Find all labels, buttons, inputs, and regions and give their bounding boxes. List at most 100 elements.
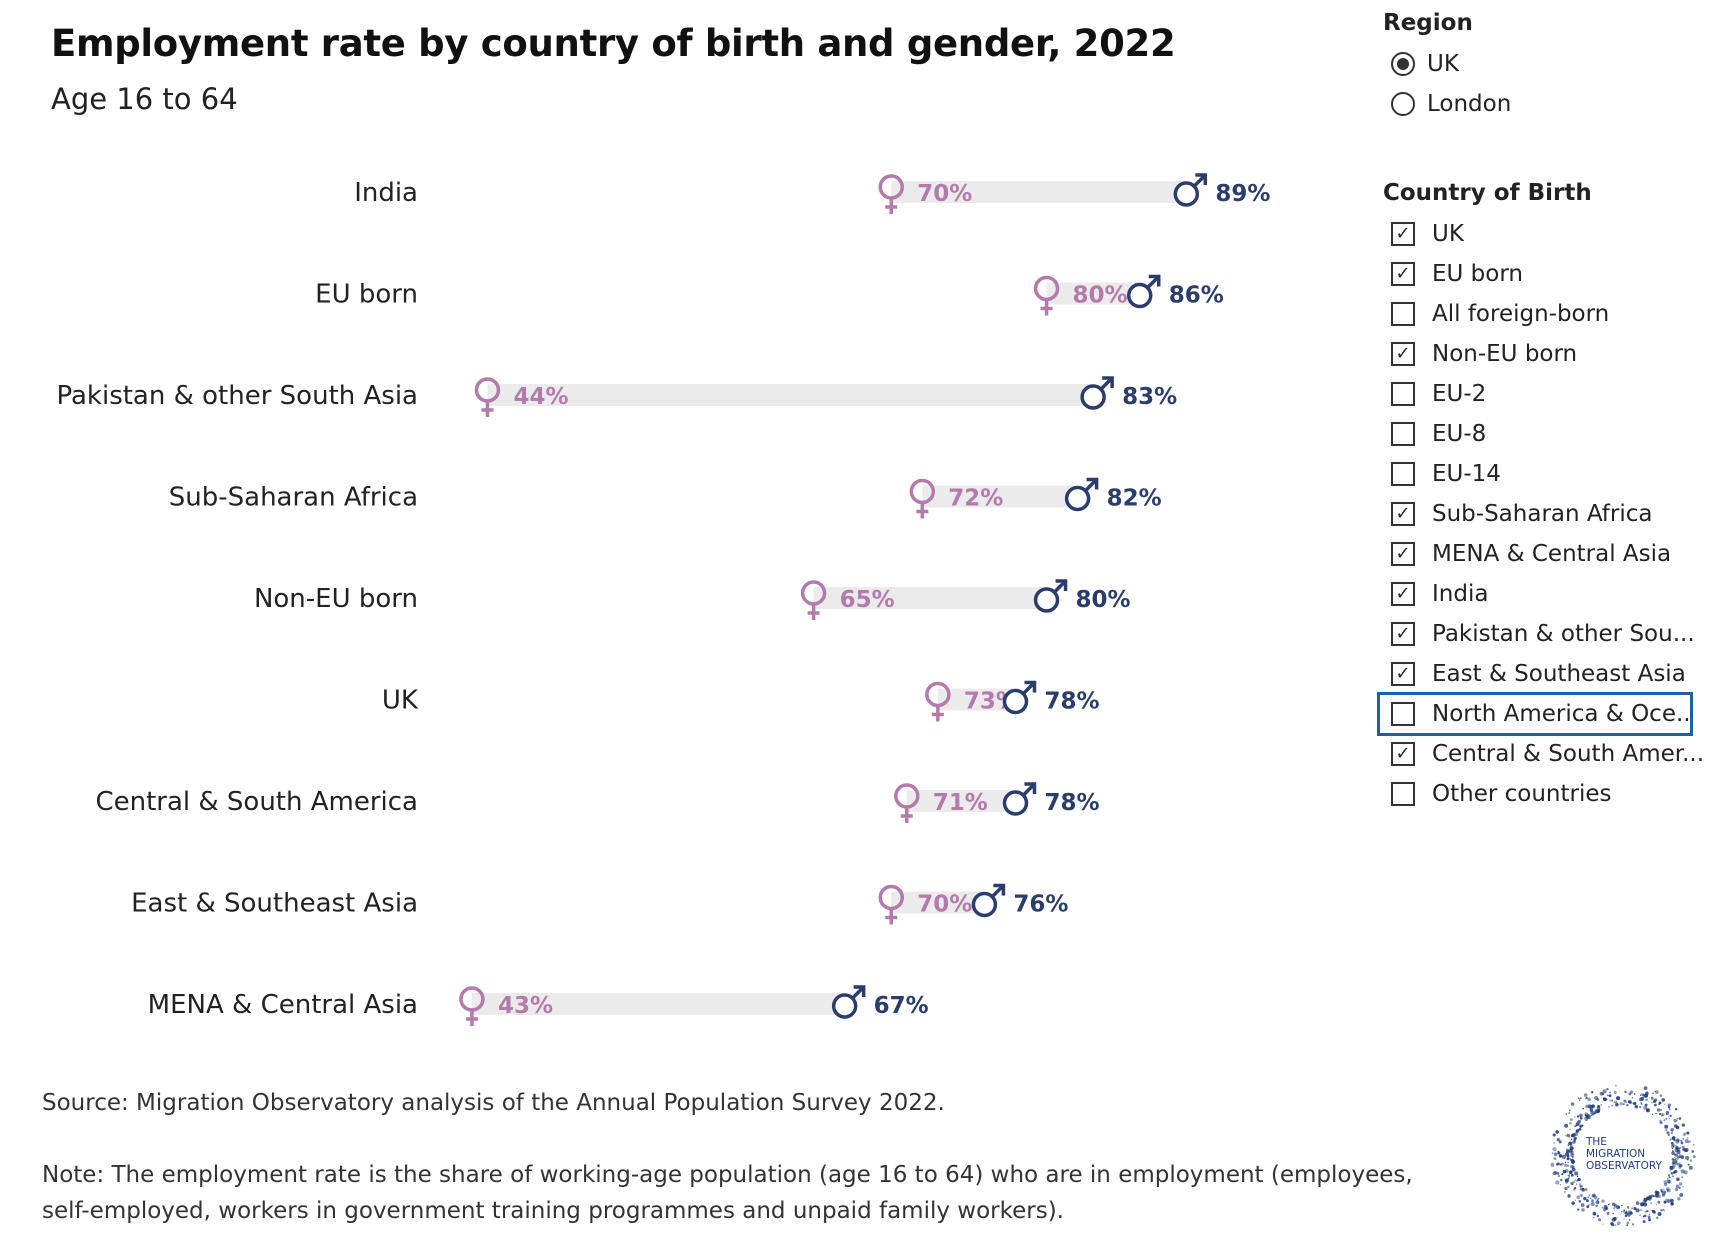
female-value-label: 65%: [840, 587, 895, 613]
male-symbol-icon: [1126, 274, 1161, 309]
checkbox[interactable]: ✓: [1391, 222, 1415, 246]
country-option-label: East & Southeast Asia: [1432, 661, 1686, 687]
checkbox[interactable]: [1391, 302, 1415, 326]
range-bar: [891, 181, 1187, 203]
country-option[interactable]: ✓ Pakistan & other Sou...: [1383, 614, 1723, 654]
female-symbol-icon: [909, 478, 936, 519]
checkbox[interactable]: ✓: [1391, 662, 1415, 686]
range-bar: [891, 891, 985, 914]
category-label: Non-EU born: [254, 584, 418, 614]
svg-text:OBSERVATORY: OBSERVATORY: [1586, 1160, 1662, 1172]
country-option-label: Central & South Amer...: [1432, 741, 1705, 767]
checkbox[interactable]: [1391, 782, 1415, 806]
chart-row: EU born 80% 86%: [315, 274, 1224, 316]
country-option[interactable]: ✓ MENA & Central Asia: [1383, 534, 1723, 574]
country-option-label: EU born: [1432, 261, 1523, 287]
female-symbol-icon: [800, 580, 827, 620]
range-bar: [937, 688, 1016, 711]
country-option[interactable]: North America & Oce...: [1377, 692, 1693, 736]
checkbox[interactable]: ✓: [1391, 622, 1415, 646]
range-bar: [1046, 282, 1140, 305]
country-option-label: EU-14: [1432, 461, 1501, 487]
male-symbol-icon: [1064, 477, 1099, 512]
female-symbol-icon: [474, 377, 501, 417]
country-option[interactable]: EU-2: [1383, 374, 1723, 414]
radio-button[interactable]: [1391, 52, 1415, 76]
radio-button[interactable]: [1391, 92, 1415, 116]
female-value-label: 43%: [498, 993, 553, 1019]
category-label: UK: [382, 686, 419, 716]
male-value-label: 80%: [1076, 587, 1131, 613]
range-bar: [487, 384, 1094, 406]
male-symbol-icon: [831, 985, 866, 1019]
male-value-label: 83%: [1122, 384, 1177, 410]
checkbox[interactable]: ✓: [1391, 502, 1415, 526]
country-option[interactable]: ✓ Non-EU born: [1383, 334, 1723, 374]
female-symbol-icon: [894, 783, 920, 823]
country-option[interactable]: ✓ Central & South Amer...: [1383, 734, 1723, 774]
female-symbol-icon: [878, 884, 904, 925]
region-option-label: London: [1427, 91, 1512, 117]
country-option[interactable]: EU-14: [1383, 454, 1723, 494]
country-option[interactable]: ✓ India: [1383, 574, 1723, 614]
country-option-label: MENA & Central Asia: [1432, 541, 1672, 567]
country-option[interactable]: ✓ Sub-Saharan Africa: [1383, 494, 1723, 534]
country-option[interactable]: ✓ East & Southeast Asia: [1383, 654, 1723, 694]
svg-text:MIGRATION: MIGRATION: [1586, 1148, 1645, 1160]
chart-title: Employment rate by country of birth and …: [51, 22, 1176, 65]
chart-row: UK 73% 78%: [382, 680, 1100, 722]
range-bar: [813, 587, 1047, 609]
dumbbell-chart: India 70% 89% EU born 80% 86% Pakistan & other…: [56, 173, 1270, 1026]
checkbox[interactable]: ✓: [1391, 262, 1415, 286]
region-filter-title: Region: [1383, 10, 1473, 36]
country-option[interactable]: All foreign-born: [1383, 294, 1723, 334]
chart-subtitle: Age 16 to 64: [51, 82, 238, 116]
country-option[interactable]: EU-8: [1383, 414, 1723, 454]
chart-row: Sub-Saharan Africa 72% 82%: [169, 477, 1162, 519]
male-symbol-icon: [1173, 173, 1208, 207]
category-label: East & Southeast Asia: [131, 889, 418, 919]
country-option-label: EU-2: [1432, 381, 1487, 407]
checkbox[interactable]: ✓: [1391, 342, 1415, 366]
male-value-label: 78%: [1044, 689, 1099, 715]
checkbox[interactable]: [1391, 702, 1415, 726]
category-label: India: [354, 178, 418, 208]
range-bar: [906, 790, 1016, 812]
male-symbol-icon: [1002, 782, 1037, 816]
male-symbol-icon: [1033, 579, 1068, 613]
checkbox[interactable]: [1391, 382, 1415, 406]
region-option[interactable]: UK: [1383, 44, 1723, 84]
male-value-label: 78%: [1044, 790, 1099, 816]
female-value-label: 44%: [513, 384, 568, 410]
country-option-label: India: [1432, 581, 1489, 607]
checkbox[interactable]: ✓: [1391, 742, 1415, 766]
chart-row: Pakistan & other South Asia 44% 83%: [56, 376, 1177, 417]
range-bar: [922, 485, 1078, 508]
checkbox[interactable]: ✓: [1391, 542, 1415, 566]
male-value-label: 76%: [1013, 892, 1068, 918]
checkbox[interactable]: [1391, 422, 1415, 446]
country-option[interactable]: ✓ EU born: [1383, 254, 1723, 294]
female-value-label: 70%: [917, 892, 972, 918]
male-symbol-icon: [1080, 376, 1114, 410]
country-of-birth-filter: Country of Birth ✓ UK ✓ EU born All foreign-…: [1377, 180, 1723, 814]
source-note: Source: Migration Observatory analysis o…: [42, 1090, 945, 1116]
region-option[interactable]: London: [1383, 84, 1723, 124]
female-value-label: 70%: [917, 181, 972, 207]
male-symbol-icon: [971, 883, 1006, 918]
chart-row: MENA & Central Asia 43% 67%: [148, 985, 929, 1026]
checkbox[interactable]: ✓: [1391, 582, 1415, 606]
checkbox[interactable]: [1391, 462, 1415, 486]
country-option-label: Pakistan & other Sou...: [1432, 621, 1695, 647]
country-option-label: Non-EU born: [1432, 341, 1578, 367]
category-label: Pakistan & other South Asia: [56, 381, 418, 411]
country-option[interactable]: Other countries: [1383, 774, 1723, 814]
country-option[interactable]: ✓ UK: [1383, 214, 1723, 254]
category-label: EU born: [315, 280, 418, 310]
male-symbol-icon: [1002, 680, 1037, 715]
category-label: MENA & Central Asia: [148, 990, 418, 1020]
country-option-label: UK: [1432, 221, 1464, 247]
female-symbol-icon: [1033, 275, 1060, 316]
country-option-label: All foreign-born: [1432, 301, 1610, 327]
